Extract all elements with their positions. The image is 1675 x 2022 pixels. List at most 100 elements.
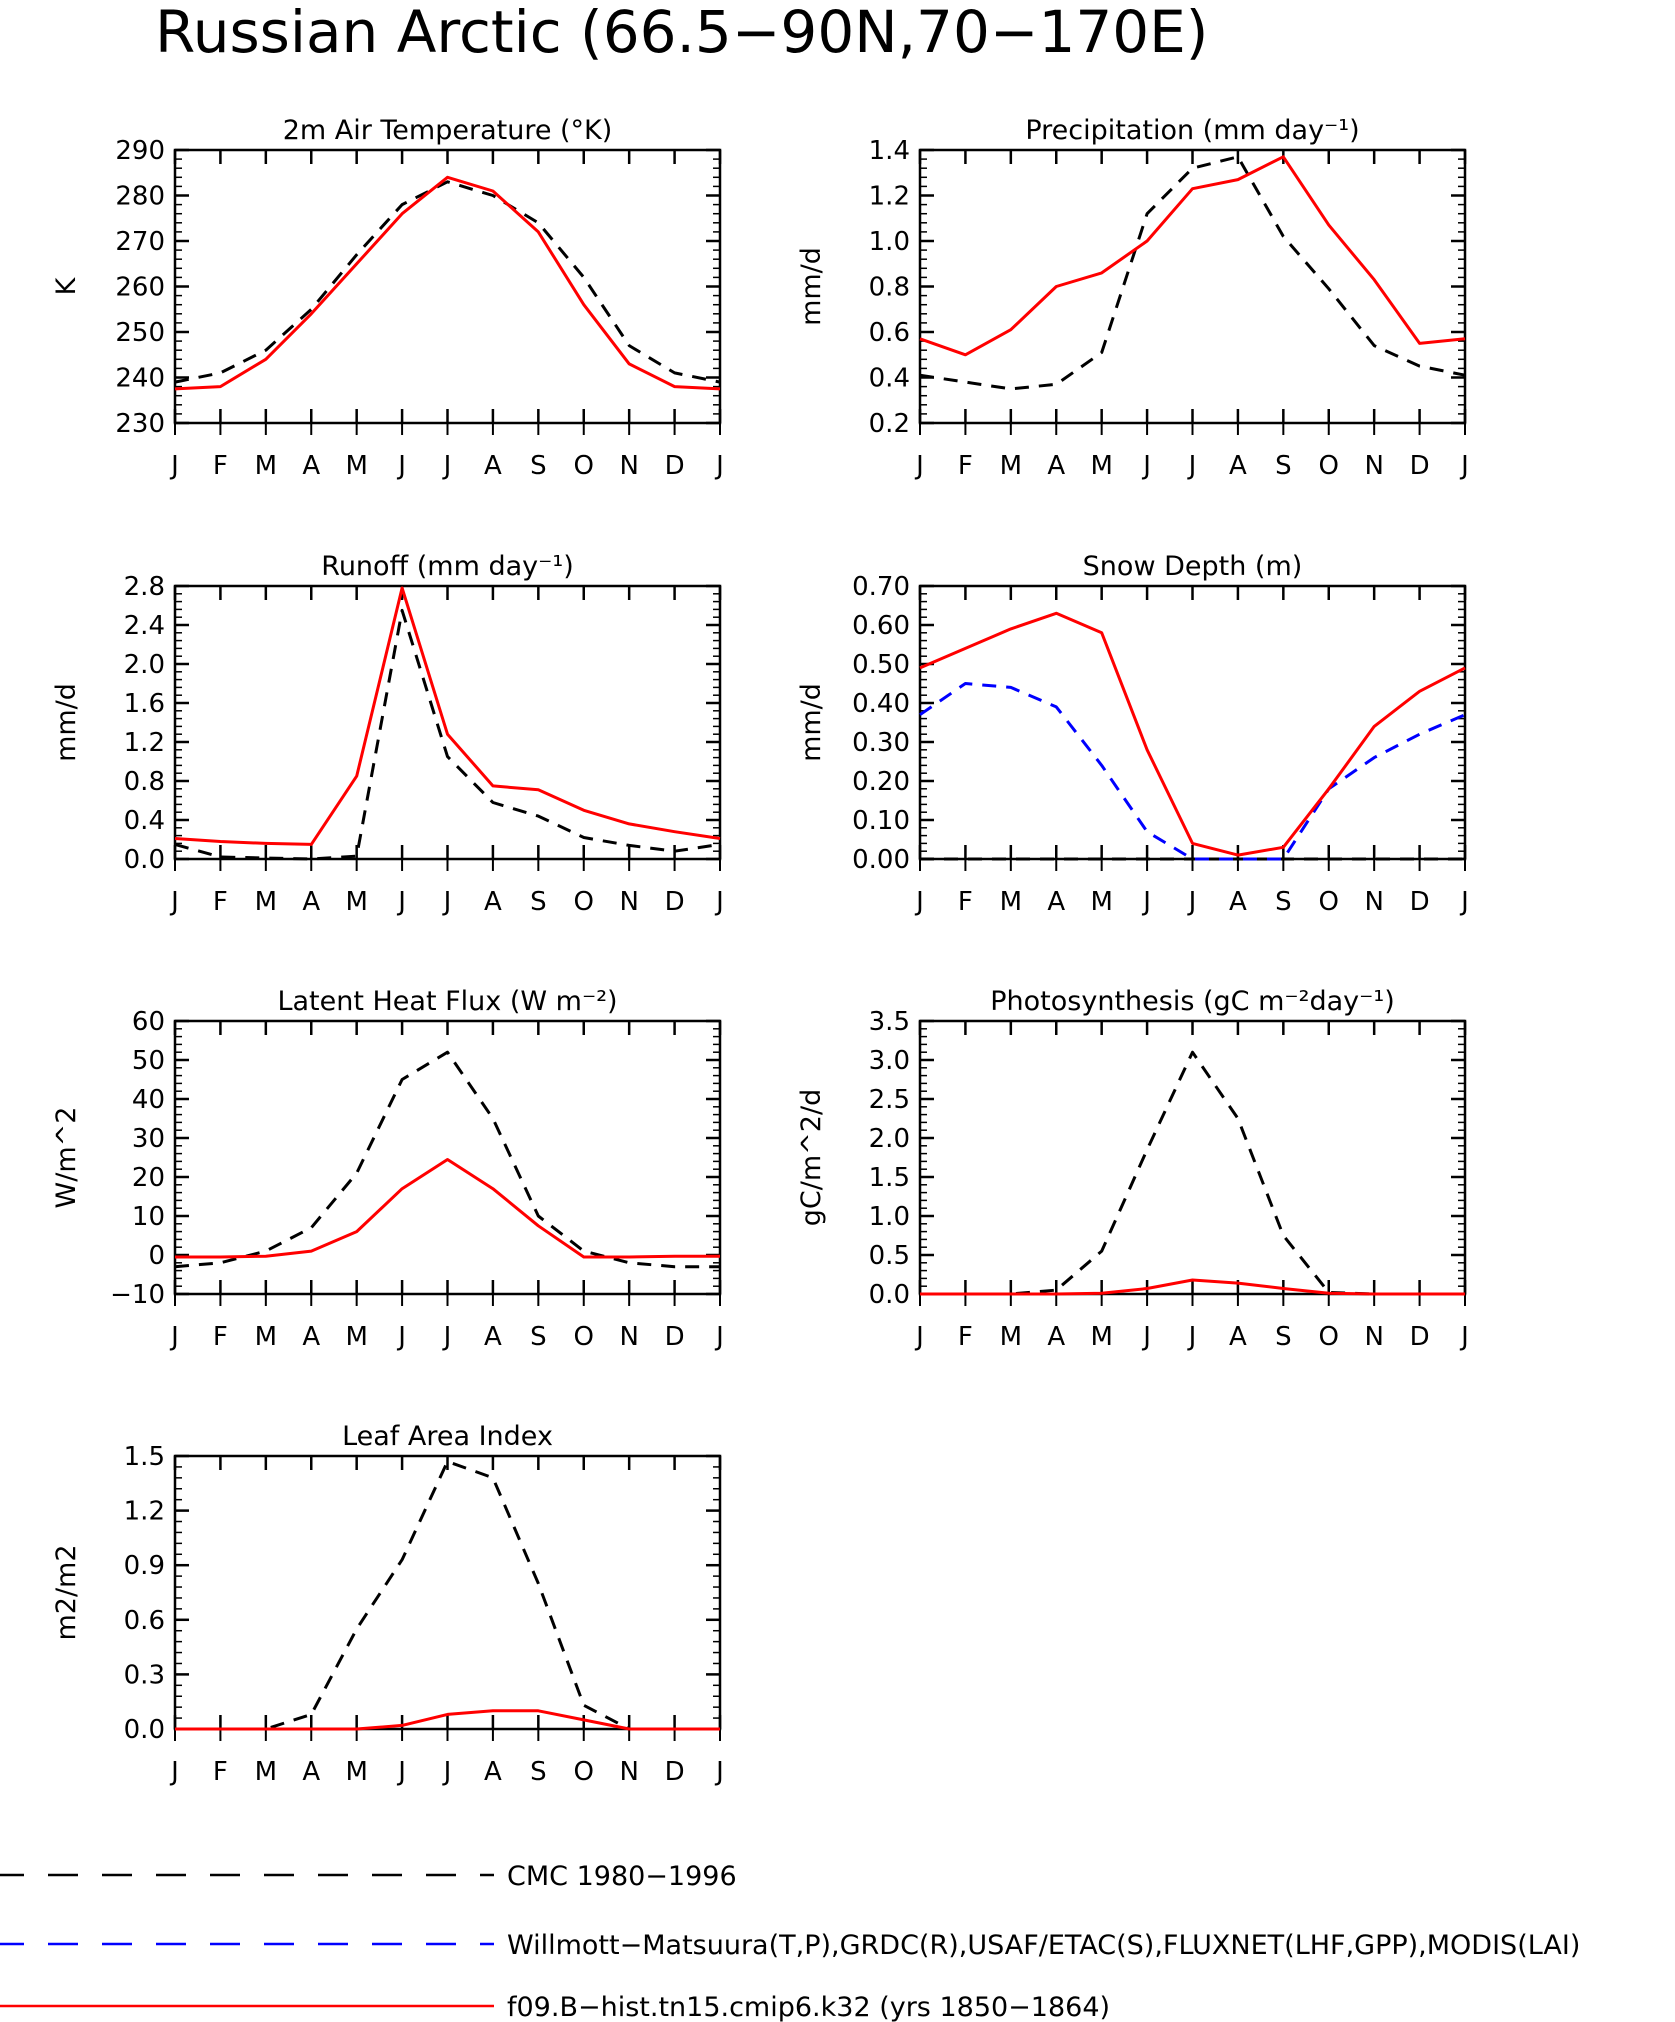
y-tick-label: 1.4: [869, 136, 910, 166]
y-tick-label: 1.2: [869, 182, 910, 212]
x-tick-label: J: [714, 1322, 724, 1352]
x-tick-label: N: [1364, 451, 1383, 481]
x-tick-label: O: [574, 1757, 594, 1787]
y-tick-label: 30: [132, 1124, 165, 1154]
y-tick-label: 1.0: [869, 227, 910, 257]
x-tick-label: F: [958, 887, 973, 917]
x-tick-label: M: [1000, 887, 1022, 917]
y-tick-label: 0.4: [869, 364, 910, 394]
y-tick-label: 0.50: [852, 650, 910, 680]
x-tick-label: J: [442, 1757, 452, 1787]
x-tick-label: A: [302, 451, 320, 481]
series-line-model: [174, 586, 721, 846]
legend-label-obs: CMC 1980−1996: [507, 1861, 737, 1892]
y-tick-label: 2.8: [124, 572, 165, 602]
y-tick-label: 1.0: [869, 1202, 910, 1232]
panel-leaf-area-index: Leaf Area Index m2/m2 0.0 0.3 0.6 0.9 1.2 1.5 J F…: [51, 1421, 724, 1787]
x-tick-label: F: [213, 1757, 228, 1787]
panel-precipitation: Precipitation (mm day⁻¹) mm/d 0.2 0.4 0.6 0.8…: [796, 115, 1469, 481]
panel-title: Runoff (mm day⁻¹): [321, 551, 573, 582]
y-axis-label: mm/d: [51, 683, 82, 762]
x-tick-label: M: [1090, 1322, 1112, 1352]
y-tick-label: 0.9: [124, 1551, 165, 1581]
y-tick-label: 0.2: [869, 409, 910, 439]
x-tick-label: A: [302, 1757, 320, 1787]
legend-label-obs2: Willmott−Matsuura(T,P),GRDC(R),USAF/ETAC…: [507, 1930, 1580, 1961]
x-tick-label: J: [169, 1757, 179, 1787]
x-tick-label: J: [1459, 887, 1469, 917]
x-tick-label: A: [1047, 887, 1065, 917]
x-tick-label: M: [1090, 887, 1112, 917]
x-tick-label: F: [958, 1322, 973, 1352]
y-tick-label: 0.4: [124, 806, 165, 836]
x-tick-label: J: [169, 1322, 179, 1352]
x-tick-label: S: [530, 1322, 547, 1352]
plot-frame: [173, 1454, 722, 1731]
series-line-obs: [175, 1460, 720, 1731]
series-line-obs: [174, 1050, 720, 1269]
y-axis-label: W/m^2: [51, 1107, 82, 1209]
y-tick-label: 1.5: [124, 1442, 165, 1472]
x-tick-label: J: [914, 1322, 924, 1352]
y-tick-label: 0.00: [852, 845, 910, 875]
x-tick-label: A: [302, 1322, 320, 1352]
x-tick-label: O: [1319, 451, 1339, 481]
y-tick-label: 0.6: [124, 1606, 165, 1636]
x-tick-label: F: [213, 887, 228, 917]
series-line-model: [919, 611, 1466, 857]
x-tick-label: O: [1319, 1322, 1339, 1352]
x-tick-label: A: [1229, 451, 1247, 481]
y-tick-label: 3.0: [869, 1046, 910, 1076]
x-tick-label: N: [619, 1757, 638, 1787]
panel-title: Leaf Area Index: [342, 1421, 553, 1452]
panel-title: Precipitation (mm day⁻¹): [1025, 115, 1359, 146]
y-axis-label: gC/m^2/d: [796, 1089, 827, 1226]
y-axis-label: mm/d: [796, 683, 827, 762]
x-tick-label: D: [665, 1757, 685, 1787]
y-tick-label: −10: [110, 1280, 165, 1310]
x-tick-label: A: [484, 887, 502, 917]
legend-label-model: f09.B−hist.tn15.cmip6.k32 (yrs 1850−1864…: [507, 1992, 1110, 2022]
x-tick-label: J: [914, 451, 924, 481]
x-tick-label: N: [1364, 887, 1383, 917]
x-tick-label: M: [255, 1757, 277, 1787]
y-tick-label: 2.5: [869, 1085, 910, 1115]
y-tick-label: 60: [132, 1007, 165, 1037]
x-tick-label: A: [1047, 1322, 1065, 1352]
y-tick-label: 40: [132, 1085, 165, 1115]
x-tick-label: M: [1000, 1322, 1022, 1352]
plot-frame: [173, 584, 722, 861]
y-tick-label: 1.2: [124, 1497, 165, 1527]
x-tick-label: M: [255, 1322, 277, 1352]
y-tick-label: 230: [115, 409, 165, 439]
x-tick-label: J: [714, 451, 724, 481]
x-tick-label: J: [1141, 887, 1151, 917]
panel-air-temperature: 2m Air Temperature (°K) K 230 240 250 260 270 2…: [51, 115, 724, 481]
x-tick-label: J: [396, 1322, 406, 1352]
x-tick-label: D: [665, 1322, 685, 1352]
x-tick-label: J: [1141, 1322, 1151, 1352]
x-tick-label: F: [213, 451, 228, 481]
x-tick-label: A: [484, 451, 502, 481]
x-tick-label: A: [1047, 451, 1065, 481]
x-tick-label: J: [1459, 1322, 1469, 1352]
panel-title: 2m Air Temperature (°K): [283, 115, 613, 146]
x-tick-label: A: [484, 1322, 502, 1352]
x-tick-label: O: [574, 451, 594, 481]
x-tick-label: S: [530, 1757, 547, 1787]
y-tick-label: 0.6: [869, 318, 910, 348]
y-tick-label: 0.10: [852, 806, 910, 836]
y-tick-label: 3.5: [869, 1007, 910, 1037]
x-tick-label: J: [396, 451, 406, 481]
x-tick-label: N: [619, 451, 638, 481]
figure-title: Russian Arctic (66.5−90N,70−170E): [155, 0, 1208, 66]
y-tick-label: 240: [115, 364, 165, 394]
y-tick-label: 270: [115, 227, 165, 257]
y-tick-label: 0: [148, 1241, 165, 1271]
x-tick-label: O: [1319, 887, 1339, 917]
x-tick-label: J: [1187, 1322, 1197, 1352]
y-tick-label: 0.8: [869, 273, 910, 303]
y-tick-label: 0.3: [124, 1660, 165, 1690]
panel-runoff: Runoff (mm day⁻¹) mm/d 0.0 0.4 0.8 1.2 1.6 2.0 2…: [51, 551, 724, 917]
x-tick-label: M: [1090, 451, 1112, 481]
